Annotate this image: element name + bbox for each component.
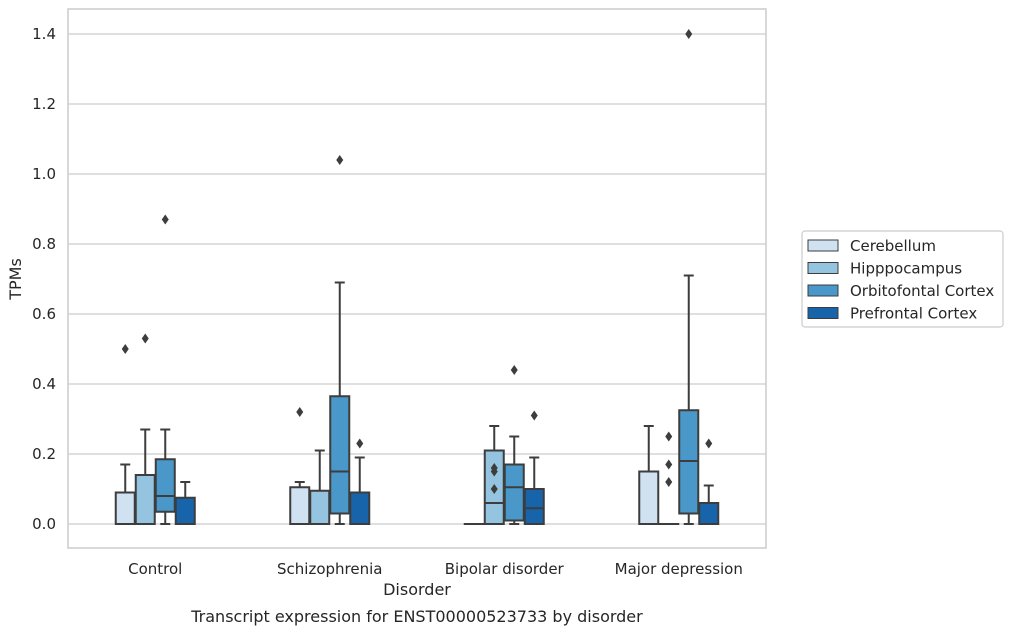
box-group xyxy=(503,365,525,525)
box-rect xyxy=(134,474,156,525)
legend: Cerebellum Hipppocampus Orbitofontal Corte… xyxy=(801,230,1004,328)
outlier-point xyxy=(530,410,538,421)
y-tick-label: 0.6 xyxy=(32,305,56,323)
box-group xyxy=(698,438,720,525)
x-tick-label: Control xyxy=(128,560,182,578)
gridlines xyxy=(68,33,766,525)
legend-swatch xyxy=(807,239,839,252)
outlier-point xyxy=(490,484,498,494)
box-group xyxy=(658,431,680,526)
box-rect xyxy=(503,463,525,522)
x-tick-labels: Control Schizophrenia Bipolar disorder Majo… xyxy=(128,560,743,578)
box-group xyxy=(154,214,176,525)
box-group xyxy=(329,155,351,525)
y-axis-label: TPMs xyxy=(6,258,25,301)
box-rect xyxy=(309,489,331,525)
plot-frame xyxy=(67,8,767,549)
y-tick-label: 0.2 xyxy=(32,445,56,463)
x-tick-label: Bipolar disorder xyxy=(445,560,565,578)
x-tick-label: Major depression xyxy=(615,560,743,578)
legend-label: Hipppocampus xyxy=(850,260,962,278)
outlier-point xyxy=(296,407,304,417)
y-tick-label: 0.0 xyxy=(32,515,56,533)
outlier-point xyxy=(665,459,673,470)
legend-label: Orbitofontal Cortex xyxy=(850,282,994,300)
box-group xyxy=(309,449,331,525)
box-rect xyxy=(349,491,371,525)
box-group xyxy=(638,425,660,525)
y-tick-label: 1.0 xyxy=(32,165,56,183)
y-tick-label: 0.8 xyxy=(32,235,56,253)
box-group xyxy=(523,410,545,525)
box-rect xyxy=(698,502,720,525)
outlier-point xyxy=(141,333,149,344)
box-rect xyxy=(174,496,196,525)
y-tick-labels: 0.0 0.2 0.4 0.6 0.8 1.0 1.2 1.4 xyxy=(32,25,56,533)
x-axis-label: Disorder xyxy=(383,580,451,599)
outlier-point xyxy=(356,438,364,449)
box-group xyxy=(134,333,156,525)
legend-label: Cerebellum xyxy=(850,237,936,255)
outlier-point xyxy=(705,438,713,449)
box-rect xyxy=(154,458,176,513)
x-tick-label: Schizophrenia xyxy=(277,560,382,578)
box-group xyxy=(174,481,196,525)
y-tick-label: 1.2 xyxy=(32,95,56,113)
box-group xyxy=(678,29,700,525)
box-rect xyxy=(329,395,351,515)
box-group xyxy=(289,407,311,525)
outlier-point xyxy=(490,463,498,473)
legend-swatch xyxy=(807,284,839,297)
chart-caption: Transcript expression for ENST0000052373… xyxy=(190,607,643,626)
y-tick-label: 1.4 xyxy=(32,25,56,43)
legend-label: Prefrontal Cortex xyxy=(850,305,977,323)
outlier-point xyxy=(121,344,129,354)
outlier-point xyxy=(336,155,344,165)
box-rect xyxy=(114,491,136,525)
box-groups xyxy=(114,29,720,526)
box-rect xyxy=(523,488,545,525)
box-group xyxy=(349,438,371,525)
outlier-point xyxy=(685,29,693,39)
box-group xyxy=(114,344,136,525)
y-tick-label: 0.4 xyxy=(32,375,56,393)
legend-swatch xyxy=(807,307,839,319)
outlier-point xyxy=(665,431,673,442)
outlier-point xyxy=(510,365,518,375)
box-group xyxy=(483,425,505,525)
outlier-point xyxy=(161,214,169,225)
legend-box xyxy=(801,230,1004,328)
box-rect xyxy=(289,486,311,525)
legend-swatch xyxy=(807,262,839,274)
outlier-point xyxy=(665,477,673,487)
box-rect xyxy=(638,470,660,525)
